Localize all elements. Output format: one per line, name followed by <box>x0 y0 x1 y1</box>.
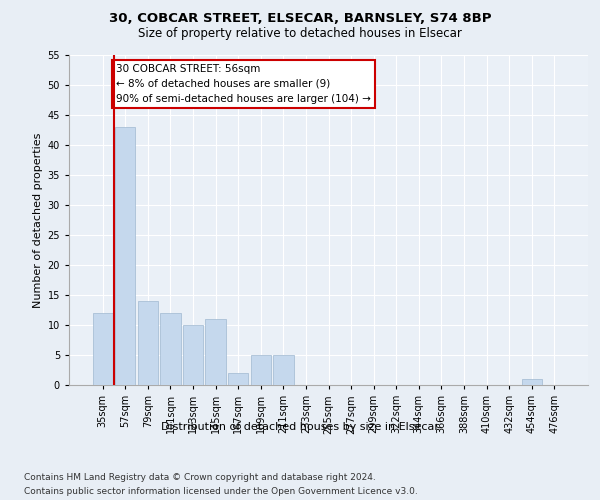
Text: 30 COBCAR STREET: 56sqm
← 8% of detached houses are smaller (9)
90% of semi-deta: 30 COBCAR STREET: 56sqm ← 8% of detached… <box>116 64 371 104</box>
Bar <box>115 127 136 385</box>
Bar <box>521 379 542 385</box>
Bar <box>273 355 293 385</box>
Bar <box>205 319 226 385</box>
Bar <box>228 373 248 385</box>
Bar <box>251 355 271 385</box>
Text: Contains HM Land Registry data © Crown copyright and database right 2024.: Contains HM Land Registry data © Crown c… <box>24 472 376 482</box>
Bar <box>160 313 181 385</box>
Text: Contains public sector information licensed under the Open Government Licence v3: Contains public sector information licen… <box>24 488 418 496</box>
Y-axis label: Number of detached properties: Number of detached properties <box>34 132 43 308</box>
Text: Size of property relative to detached houses in Elsecar: Size of property relative to detached ho… <box>138 28 462 40</box>
Text: 30, COBCAR STREET, ELSECAR, BARNSLEY, S74 8BP: 30, COBCAR STREET, ELSECAR, BARNSLEY, S7… <box>109 12 491 26</box>
Bar <box>138 301 158 385</box>
Bar <box>183 325 203 385</box>
Bar <box>92 313 113 385</box>
Text: Distribution of detached houses by size in Elsecar: Distribution of detached houses by size … <box>161 422 439 432</box>
